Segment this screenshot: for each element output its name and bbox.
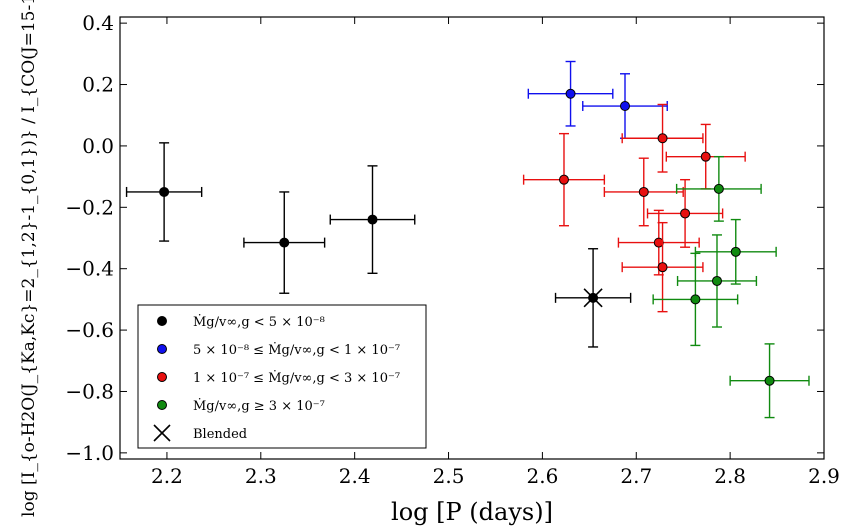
legend-marker bbox=[157, 316, 167, 326]
legend-x-icon bbox=[153, 424, 171, 442]
x-tick-label: 2.2 bbox=[151, 464, 183, 488]
legend-marker bbox=[157, 344, 167, 354]
x-tick-label: 2.4 bbox=[339, 464, 371, 488]
data-point bbox=[713, 183, 724, 194]
legend-entry: Ṁg/v∞,g < 5 × 10⁻⁸ bbox=[157, 313, 325, 330]
y-tick-label: 0.0 bbox=[82, 134, 114, 158]
x-tick-label: 2.7 bbox=[620, 464, 652, 488]
data-point bbox=[367, 214, 378, 225]
error-bar bbox=[646, 178, 724, 248]
y-tick-label: −1.0 bbox=[65, 441, 114, 465]
y-tick-label: 0.4 bbox=[82, 11, 114, 35]
data-point bbox=[764, 375, 775, 386]
y-axis-label: log [I_{o-H2O(J_{Ka,Kc}=2_{1,2}-1_{0,1})… bbox=[19, 0, 39, 517]
legend-label: Ṁg/v∞,g ≥ 3 × 10⁻⁷ bbox=[193, 397, 325, 414]
x-tick-label: 2.9 bbox=[808, 464, 840, 488]
data-point bbox=[565, 88, 576, 99]
x-tick-label: 2.8 bbox=[714, 464, 746, 488]
x-tick-label: 2.3 bbox=[245, 464, 277, 488]
data-point bbox=[558, 174, 569, 185]
legend-entry: Ṁg/v∞,g ≥ 3 × 10⁻⁷ bbox=[157, 397, 325, 414]
legend-marker bbox=[157, 400, 167, 410]
x-tick-label: 2.5 bbox=[433, 464, 465, 488]
y-tick-label: −0.2 bbox=[65, 195, 114, 219]
legend-box bbox=[137, 304, 427, 449]
data-point bbox=[700, 151, 711, 162]
y-tick-label: −0.8 bbox=[65, 379, 114, 403]
data-point bbox=[690, 294, 701, 305]
data-point bbox=[711, 275, 722, 286]
data-point bbox=[620, 101, 631, 112]
y-tick-label: −0.4 bbox=[65, 257, 114, 281]
y-tick-label: −0.6 bbox=[65, 318, 114, 342]
legend-entry: Blended bbox=[153, 424, 247, 442]
legend-label: 5 × 10⁻⁸ ≤ Ṁg/v∞,g < 1 × 10⁻⁷ bbox=[193, 341, 400, 358]
y-tick-label: 0.2 bbox=[82, 73, 114, 97]
legend-marker bbox=[157, 372, 167, 382]
legend-label: Ṁg/v∞,g < 5 × 10⁻⁸ bbox=[193, 313, 325, 330]
plot-area bbox=[119, 16, 825, 460]
x-axis-label: log [P (days)] bbox=[391, 498, 553, 526]
data-point bbox=[279, 237, 290, 248]
series-2 bbox=[527, 60, 668, 139]
data-point bbox=[730, 246, 741, 257]
blended-marker bbox=[583, 288, 603, 308]
data-point bbox=[159, 186, 170, 197]
data-point bbox=[680, 208, 691, 219]
legend-entry: 1 × 10⁻⁷ ≤ Ṁg/v∞,g < 3 × 10⁻⁷ bbox=[157, 369, 400, 386]
series-3 bbox=[522, 103, 746, 313]
data-marks bbox=[125, 60, 810, 419]
data-point bbox=[657, 133, 668, 144]
data-point bbox=[657, 262, 668, 273]
x-tick-label: 2.6 bbox=[526, 464, 558, 488]
data-point bbox=[638, 186, 649, 197]
axis-ticks: 2.2 2.3 2.4 2.5 2.6 2.7 2.8 2.9 0.4 0.2 0.0 −0.2 −0.… bbox=[65, 11, 839, 488]
legend-label: 1 × 10⁻⁷ ≤ Ṁg/v∞,g < 3 × 10⁻⁷ bbox=[193, 369, 400, 386]
data-point bbox=[653, 237, 664, 248]
legend: Ṁg/v∞,g < 5 × 10⁻⁸ 5 × 10⁻⁸ ≤ Ṁg/v∞,g < 1… bbox=[137, 304, 427, 449]
legend-entry: 5 × 10⁻⁸ ≤ Ṁg/v∞,g < 1 × 10⁻⁷ bbox=[157, 341, 400, 358]
series-4 bbox=[652, 155, 810, 419]
legend-label: Blended bbox=[193, 427, 247, 442]
